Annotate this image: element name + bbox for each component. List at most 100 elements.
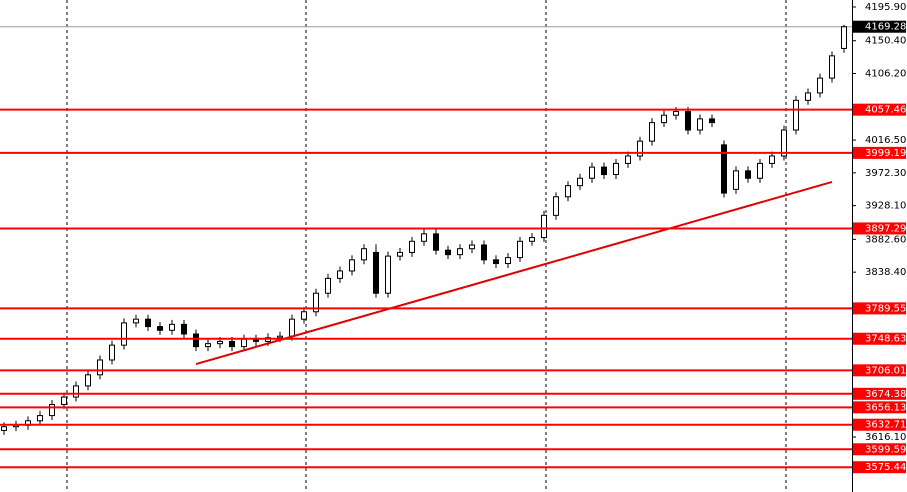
candle-body bbox=[157, 326, 163, 331]
candle-body bbox=[277, 335, 283, 339]
candle-body bbox=[469, 244, 475, 250]
candle-body bbox=[697, 118, 703, 131]
y-tick-label: 3616.10 bbox=[865, 432, 906, 443]
y-tick-label: 4195.90 bbox=[865, 2, 906, 13]
level-label-box bbox=[853, 387, 906, 400]
y-tick-label: 4150.40 bbox=[865, 36, 906, 47]
candle-body bbox=[733, 170, 739, 190]
y-tick-label: 3838.40 bbox=[865, 267, 906, 278]
plot-area bbox=[0, 0, 852, 492]
candle-body bbox=[709, 118, 715, 124]
candle-body bbox=[769, 155, 775, 164]
candle-body bbox=[73, 385, 79, 398]
candle-body bbox=[625, 155, 631, 164]
candle-body bbox=[613, 162, 619, 176]
candle-body bbox=[217, 340, 223, 345]
candle-body bbox=[145, 318, 151, 328]
level-label-box bbox=[853, 364, 906, 377]
candle-body bbox=[169, 323, 175, 331]
level-label-box bbox=[853, 418, 906, 431]
level-label: 4057.46 bbox=[865, 105, 906, 116]
candle-body bbox=[229, 340, 235, 348]
candle-body bbox=[601, 166, 607, 176]
candle-body bbox=[337, 270, 343, 279]
level-label: 3575.44 bbox=[865, 462, 906, 473]
candle-body bbox=[85, 374, 91, 387]
candle-body bbox=[757, 162, 763, 179]
candle-body bbox=[1, 426, 7, 431]
candle-body bbox=[421, 233, 427, 242]
candle-body bbox=[565, 185, 571, 198]
level-label: 3748.63 bbox=[865, 334, 906, 345]
level-label: 3897.29 bbox=[865, 223, 906, 234]
candle-body bbox=[493, 259, 499, 265]
candle-body bbox=[397, 251, 403, 257]
level-label: 3656.13 bbox=[865, 402, 906, 413]
candle-body bbox=[481, 244, 487, 261]
candle-body bbox=[385, 255, 391, 294]
level-label-box bbox=[853, 332, 906, 345]
candle-body bbox=[109, 344, 115, 361]
candle-body bbox=[205, 343, 211, 348]
candle-body bbox=[409, 240, 415, 253]
level-label-box bbox=[853, 103, 906, 116]
candle-body bbox=[745, 170, 751, 179]
y-tick-label: 4106.20 bbox=[865, 69, 906, 80]
candle-body bbox=[289, 318, 295, 337]
candle-body bbox=[685, 110, 691, 131]
candle-body bbox=[181, 323, 187, 335]
candle-body bbox=[661, 114, 667, 124]
level-label-box bbox=[853, 461, 906, 474]
trend-line bbox=[195, 180, 833, 366]
vertical-grid bbox=[66, 0, 787, 492]
candle-body bbox=[445, 249, 451, 256]
candle-body bbox=[457, 248, 463, 256]
candle-body bbox=[829, 55, 835, 79]
level-label: 3789.55 bbox=[865, 303, 906, 314]
candle-body bbox=[637, 140, 643, 157]
candle-body bbox=[577, 177, 583, 187]
candle-body bbox=[673, 110, 679, 116]
candle-body bbox=[241, 338, 247, 348]
level-label: 3706.01 bbox=[865, 365, 906, 376]
candle-body bbox=[133, 318, 139, 324]
candle-body bbox=[781, 129, 787, 157]
level-label: 3599.59 bbox=[865, 444, 906, 455]
candle-body bbox=[37, 415, 43, 422]
y-tick-label: 4016.50 bbox=[865, 135, 906, 146]
candle-body bbox=[121, 322, 127, 346]
level-label: 3632.71 bbox=[865, 420, 906, 431]
candle-body bbox=[49, 403, 55, 417]
last-price-box bbox=[853, 20, 906, 33]
candle-body bbox=[841, 26, 847, 49]
candle-body bbox=[805, 92, 811, 101]
candle-body bbox=[553, 196, 559, 216]
level-label: 3674.38 bbox=[865, 389, 906, 400]
candle-body bbox=[301, 311, 307, 320]
level-label-box bbox=[853, 302, 906, 315]
level-label-box bbox=[853, 401, 906, 414]
candle-body bbox=[817, 77, 823, 94]
candle-body bbox=[325, 277, 331, 294]
last-price-label: 4169.28 bbox=[865, 22, 906, 33]
candle-body bbox=[97, 359, 103, 376]
candle-body bbox=[649, 122, 655, 142]
candle-body bbox=[541, 214, 547, 239]
level-label-box bbox=[853, 146, 906, 159]
y-tick-label: 3928.10 bbox=[865, 201, 906, 212]
candle-body bbox=[589, 166, 595, 179]
candle-body bbox=[529, 237, 535, 242]
candle-body bbox=[373, 251, 379, 294]
level-label-box bbox=[853, 443, 906, 456]
candle-body bbox=[433, 233, 439, 251]
candle-body bbox=[505, 257, 511, 265]
candle-body bbox=[61, 396, 67, 405]
level-label: 3999.19 bbox=[865, 148, 906, 159]
level-label-box bbox=[853, 222, 906, 235]
candle-body bbox=[193, 333, 199, 348]
y-tick-label: 3972.30 bbox=[865, 168, 906, 179]
candle-body bbox=[349, 259, 355, 272]
y-tick-label: 3882.60 bbox=[865, 234, 906, 245]
candle-body bbox=[313, 292, 319, 313]
